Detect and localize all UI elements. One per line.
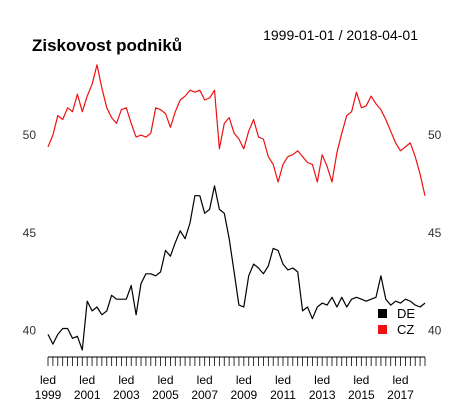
- x-tick-label-year: 2005: [152, 388, 179, 402]
- x-tick-label-year: 2015: [348, 388, 375, 402]
- x-tick-label-year: 2017: [387, 388, 414, 402]
- x-tick-label-month: led: [118, 373, 134, 387]
- x-tick-label-year: 2003: [113, 388, 140, 402]
- x-tick-label-month: led: [353, 373, 369, 387]
- legend-label-cz: CZ: [397, 322, 414, 337]
- x-tick-label-month: led: [79, 373, 95, 387]
- series-line-cz: [47, 64, 426, 196]
- x-tick-label-year: 1999: [35, 388, 62, 402]
- x-tick-label-month: led: [197, 373, 213, 387]
- series-layer: [47, 64, 426, 351]
- y-axis-left: 40 45 50: [23, 128, 37, 337]
- legend-label-de: DE: [397, 306, 415, 321]
- y-tick-label-left: 45: [23, 226, 37, 240]
- x-tick-label-month: led: [40, 373, 56, 387]
- x-tick-label-year: 2011: [270, 388, 296, 402]
- x-tick-label-year: 2009: [230, 388, 257, 402]
- chart-date-range: 1999-01-01 / 2018-04-01: [263, 27, 418, 43]
- x-tick-label-month: led: [236, 373, 252, 387]
- x-tick-label-month: led: [393, 373, 409, 387]
- y-tick-label-right: 45: [428, 226, 442, 240]
- x-tick-label-month: led: [157, 373, 173, 387]
- y-tick-label-left: 40: [23, 323, 37, 337]
- x-tick-label-year: 2013: [309, 388, 336, 402]
- y-tick-label-right: 50: [428, 128, 442, 142]
- x-axis: led1999led2001led2003led2005led2007led20…: [35, 356, 426, 402]
- y-tick-label-right: 40: [428, 323, 442, 337]
- y-tick-label-left: 50: [23, 128, 37, 142]
- x-tick-label-year: 2007: [191, 388, 218, 402]
- x-tick-label-year: 2001: [74, 388, 101, 402]
- legend-swatch-de: [378, 309, 387, 318]
- x-tick-label-month: led: [275, 373, 291, 387]
- chart-title: Ziskovost podniků: [32, 36, 182, 55]
- y-axis-right: 40 45 50: [428, 128, 442, 337]
- legend-swatch-cz: [378, 325, 387, 334]
- series-line-de: [47, 185, 426, 351]
- x-tick-label-month: led: [314, 373, 330, 387]
